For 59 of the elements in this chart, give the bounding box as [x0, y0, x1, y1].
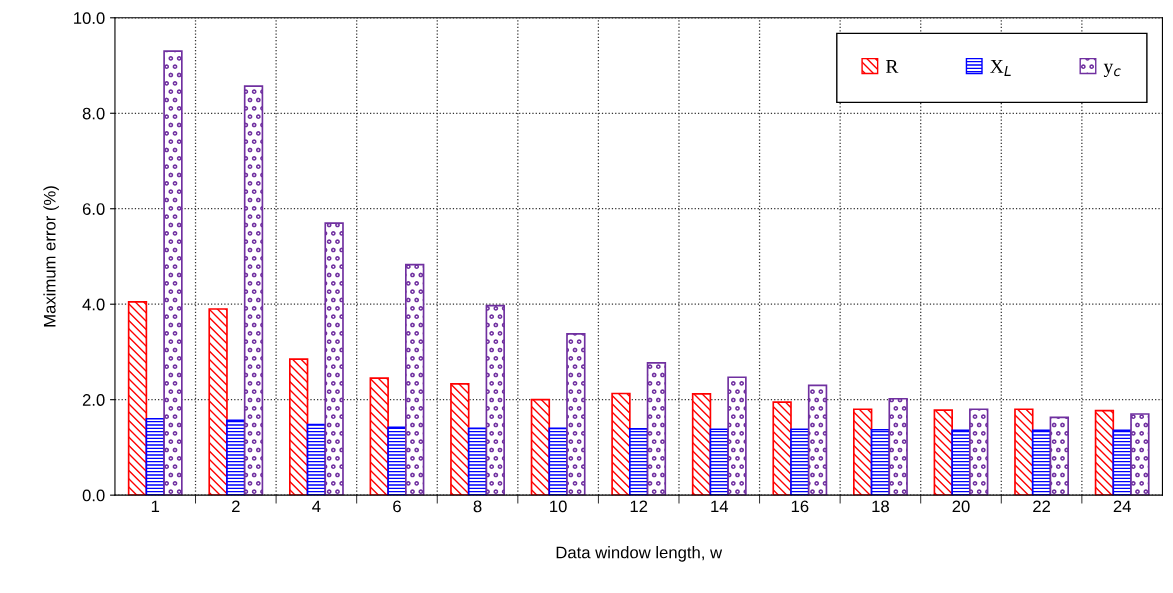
- x-tick-label: 18: [872, 500, 889, 513]
- x-tick-label: 6: [393, 500, 401, 513]
- x-tick-label: 22: [1033, 500, 1051, 513]
- bar: [888, 397, 908, 496]
- y-tick-label: 4.0: [82, 298, 105, 311]
- x-tick-label: 4: [312, 500, 321, 513]
- x-tick-label: 10: [550, 500, 567, 513]
- bar: [163, 50, 183, 496]
- bar: [933, 409, 953, 496]
- bar: [1094, 409, 1115, 496]
- bar: [1031, 429, 1052, 496]
- bar: [566, 332, 586, 496]
- bar: [727, 376, 747, 496]
- bar: [226, 419, 246, 496]
- bar: [969, 408, 989, 496]
- x-tick-label: 14: [711, 500, 729, 513]
- bar: [485, 304, 505, 496]
- bar: [1014, 408, 1034, 496]
- bar: [951, 429, 971, 496]
- x-tick-label: 16: [791, 500, 809, 513]
- bar: [691, 393, 712, 496]
- x-tick-label: 8: [473, 500, 482, 513]
- x-tick-label: 24: [1113, 500, 1131, 513]
- y-tick-label: 2.0: [82, 394, 105, 406]
- bar: [404, 263, 425, 496]
- y-tick-label: 6.0: [82, 203, 105, 215]
- bar: [853, 408, 873, 496]
- y-tick-label: 8.0: [82, 107, 105, 120]
- bar: [1130, 413, 1150, 496]
- bar: [790, 428, 810, 496]
- x-tick-label: 12: [630, 500, 648, 513]
- y-axis-title: Maximum error (%): [43, 186, 59, 327]
- bar: [807, 384, 828, 496]
- y-tick-label: 0.0: [82, 489, 105, 502]
- bar: [646, 362, 667, 496]
- bar: [1049, 416, 1070, 496]
- bar: [243, 85, 264, 496]
- bar: [324, 222, 344, 496]
- bar: [611, 392, 631, 496]
- bar: [450, 383, 470, 496]
- x-tick-label: 20: [952, 500, 970, 513]
- bar: [387, 426, 407, 496]
- legend-label: R: [885, 60, 899, 73]
- bar: [629, 427, 649, 496]
- y-tick-label: 10.0: [74, 12, 105, 24]
- x-tick-label: 1: [151, 500, 160, 513]
- bar: [288, 358, 309, 496]
- legend-label: X$_{L}$: [990, 59, 1011, 76]
- bar: [369, 377, 389, 496]
- bar: [467, 427, 488, 496]
- x-tick-label: 2: [232, 500, 240, 513]
- bar: [772, 401, 792, 496]
- bar: [127, 300, 148, 496]
- bar: [208, 308, 228, 496]
- legend-label: y$_{c}$: [1103, 63, 1121, 77]
- bar: [1112, 429, 1132, 496]
- x-axis-title: Data window length, w: [556, 546, 723, 562]
- bar: [530, 398, 551, 496]
- bar: [548, 427, 568, 496]
